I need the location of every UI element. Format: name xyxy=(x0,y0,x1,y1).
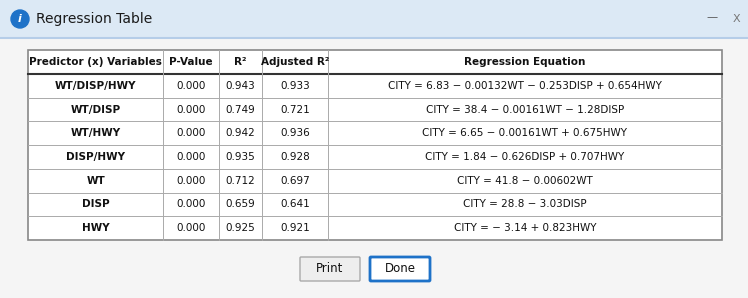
Text: CITY = 38.4 − 0.00161WT − 1.28DISP: CITY = 38.4 − 0.00161WT − 1.28DISP xyxy=(426,105,624,114)
Text: CITY = 41.8 − 0.00602WT: CITY = 41.8 − 0.00602WT xyxy=(457,176,592,186)
Text: CITY = − 3.14 + 0.823HWY: CITY = − 3.14 + 0.823HWY xyxy=(453,223,596,233)
Text: DISP: DISP xyxy=(82,199,109,209)
Text: WT: WT xyxy=(86,176,105,186)
Text: DISP/HWY: DISP/HWY xyxy=(66,152,125,162)
Text: 0.928: 0.928 xyxy=(280,152,310,162)
Bar xyxy=(0,0,748,38)
Text: 0.925: 0.925 xyxy=(225,223,255,233)
FancyBboxPatch shape xyxy=(300,257,360,281)
Text: CITY = 28.8 − 3.03DISP: CITY = 28.8 − 3.03DISP xyxy=(463,199,586,209)
Bar xyxy=(28,50,722,240)
Bar xyxy=(0,38,748,298)
Text: 0.000: 0.000 xyxy=(177,152,206,162)
Text: CITY = 1.84 − 0.626DISP + 0.707HWY: CITY = 1.84 − 0.626DISP + 0.707HWY xyxy=(426,152,625,162)
Text: 0.935: 0.935 xyxy=(225,152,255,162)
Text: 0.000: 0.000 xyxy=(177,105,206,114)
Text: 0.721: 0.721 xyxy=(280,105,310,114)
Text: WT/HWY: WT/HWY xyxy=(70,128,120,138)
Text: Regression Equation: Regression Equation xyxy=(465,57,586,67)
Text: 0.943: 0.943 xyxy=(225,81,255,91)
Text: 0.641: 0.641 xyxy=(280,199,310,209)
Text: 0.000: 0.000 xyxy=(177,176,206,186)
Circle shape xyxy=(11,10,29,28)
Text: 0.000: 0.000 xyxy=(177,223,206,233)
Text: HWY: HWY xyxy=(82,223,109,233)
Text: Regression Table: Regression Table xyxy=(36,12,153,26)
FancyBboxPatch shape xyxy=(370,257,430,281)
Text: CITY = 6.65 − 0.00161WT + 0.675HWY: CITY = 6.65 − 0.00161WT + 0.675HWY xyxy=(423,128,628,138)
Text: P-Value: P-Value xyxy=(169,57,213,67)
Text: 0.936: 0.936 xyxy=(280,128,310,138)
Text: 0.942: 0.942 xyxy=(225,128,255,138)
Text: i: i xyxy=(18,14,22,24)
Text: Adjusted R²: Adjusted R² xyxy=(260,57,329,67)
Text: WT/DISP: WT/DISP xyxy=(70,105,120,114)
Text: 0.712: 0.712 xyxy=(225,176,255,186)
Text: X: X xyxy=(732,14,740,24)
Text: Done: Done xyxy=(384,263,415,275)
Text: Print: Print xyxy=(316,263,343,275)
Text: 0.659: 0.659 xyxy=(225,199,255,209)
Text: Predictor (x) Variables: Predictor (x) Variables xyxy=(29,57,162,67)
Text: WT/DISP/HWY: WT/DISP/HWY xyxy=(55,81,136,91)
Text: 0.697: 0.697 xyxy=(280,176,310,186)
Text: 0.933: 0.933 xyxy=(280,81,310,91)
Text: 0.000: 0.000 xyxy=(177,128,206,138)
Text: —: — xyxy=(706,12,717,22)
Text: 0.000: 0.000 xyxy=(177,199,206,209)
Text: 0.000: 0.000 xyxy=(177,81,206,91)
Text: 0.921: 0.921 xyxy=(280,223,310,233)
Text: CITY = 6.83 − 0.00132WT − 0.253DISP + 0.654HWY: CITY = 6.83 − 0.00132WT − 0.253DISP + 0.… xyxy=(388,81,662,91)
Text: R²: R² xyxy=(234,57,247,67)
Text: 0.749: 0.749 xyxy=(225,105,255,114)
